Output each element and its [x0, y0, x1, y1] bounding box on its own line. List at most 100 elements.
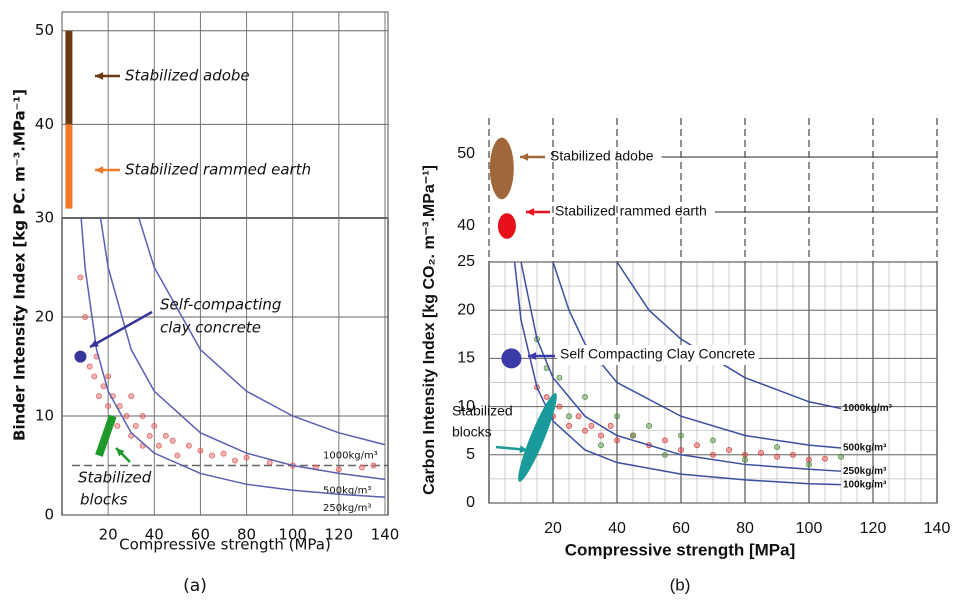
scatter-point [678, 432, 684, 439]
scatter-point [220, 450, 227, 457]
scatter-point [335, 466, 342, 473]
scatter-point [95, 393, 102, 400]
y-axis-title: Carbon Intensity Index [kg CO₂. m⁻³.MPa⁻… [421, 165, 438, 495]
arrow-head [90, 339, 99, 347]
y-tick-label: 25 [457, 253, 475, 270]
y-tick-label: 0 [466, 494, 475, 511]
scatter-point [630, 432, 636, 439]
annotation-label: Stabilized adobe [550, 148, 654, 164]
scatter-point [105, 403, 112, 410]
y-tick-label: 5 [466, 446, 475, 463]
iso-curve [513, 261, 842, 486]
arrow-head [95, 166, 104, 174]
scatter-point [726, 447, 732, 453]
arrow-head [528, 352, 537, 360]
scatter-point [646, 422, 652, 429]
panel-a: 20 40 60 80 100 120 140 0 10 20 30 40 50 1000kg/m³ 500… [11, 11, 399, 596]
x-tick-label: 20 [544, 520, 562, 537]
annotation-label: Self Compacting Clay Concrete [560, 346, 756, 362]
x-tick-label: 20 [99, 526, 118, 544]
y-tick-label: 20 [35, 308, 54, 326]
caption: (a) [183, 576, 207, 596]
scatter-point [209, 452, 215, 459]
scatter-point [742, 456, 748, 463]
scatter-point [710, 451, 716, 458]
scatter-point [543, 394, 550, 400]
annotation-label: Stabilized rammed earth [555, 203, 707, 219]
scatter-point [86, 363, 93, 370]
y-tick-label: 40 [457, 217, 475, 234]
arrow-head [526, 208, 535, 216]
scatter-point [838, 453, 844, 460]
scatter-point [174, 452, 181, 459]
y-tick-label: 20 [457, 301, 475, 318]
scatter-point [790, 451, 796, 458]
y-tick-label: 15 [457, 350, 475, 367]
x-tick-label: 80 [237, 526, 256, 544]
scatter-point [132, 422, 139, 429]
arrow-head [519, 445, 528, 454]
scatter-point [556, 403, 563, 410]
iso-curve [552, 261, 842, 449]
iso-curve [520, 261, 842, 472]
scatter-point [582, 394, 588, 400]
scatter-point [151, 422, 158, 429]
caption: (b) [670, 575, 691, 594]
scatter-point [358, 464, 365, 471]
scatter-point [614, 437, 620, 444]
x-axis-title: Compressive strength (MPa) [119, 536, 331, 554]
y-axis-title: Binder Intensity Index [kg PC. m⁻³.MPa⁻¹… [11, 89, 29, 441]
arrow-shaft [89, 310, 153, 349]
label-background [557, 345, 759, 365]
x-tick-label: 80 [736, 520, 754, 537]
scatter-point [169, 437, 176, 444]
scatter-point [598, 432, 604, 439]
region-bar [95, 414, 117, 457]
scatter-point [774, 444, 780, 451]
annotation-label: blocks [452, 424, 492, 440]
arrow-head [95, 72, 104, 80]
scatter-point [91, 373, 98, 380]
annotation-label: clay concrete [160, 319, 261, 337]
curve-label: 100kg/m³ [843, 479, 887, 490]
region-ellipse [489, 137, 514, 200]
annotation-label: Stabilized rammed earth [125, 161, 311, 179]
curve-label: 1000kg/m³ [843, 403, 893, 414]
x-tick-label: 100 [278, 526, 307, 544]
region-dot [501, 348, 522, 369]
annotation-label: blocks [80, 491, 128, 509]
scatter-point [662, 451, 668, 458]
curve-label: 1000kg/m³ [323, 451, 378, 462]
scatter-point [100, 383, 107, 390]
x-tick-label: 140 [924, 520, 951, 537]
curve-label: 500kg/m³ [323, 485, 371, 496]
curve-label: 500kg/m³ [843, 443, 887, 454]
scatter-point [758, 449, 764, 456]
scatter-point [694, 442, 700, 449]
x-tick-label: 100 [796, 520, 823, 537]
scatter-point [742, 451, 748, 458]
scatter-point [566, 422, 572, 429]
plot-area [61, 217, 389, 516]
scatter-point [806, 461, 812, 468]
y-tick-label: 30 [35, 209, 54, 227]
scatter-point [266, 459, 273, 466]
scatter-point [155, 442, 162, 449]
iso-curve [99, 217, 386, 481]
scatter-point [197, 447, 204, 454]
scatter-point [243, 454, 250, 461]
scatter-point [582, 427, 588, 434]
scatter-point [77, 274, 84, 281]
arrow-head [116, 448, 125, 457]
x-axis-title: Compressive strength [MPa] [565, 540, 796, 559]
scatter-point [566, 413, 572, 420]
scatter-point [114, 422, 121, 429]
x-tick-label: 120 [860, 520, 887, 537]
scatter-point [232, 457, 238, 464]
arrow-head [520, 153, 529, 161]
scatter-point [678, 447, 684, 453]
annotation-label: Stabilized [452, 403, 513, 419]
curve-label: 250kg/m³ [323, 503, 371, 514]
iso-curve [138, 217, 386, 446]
